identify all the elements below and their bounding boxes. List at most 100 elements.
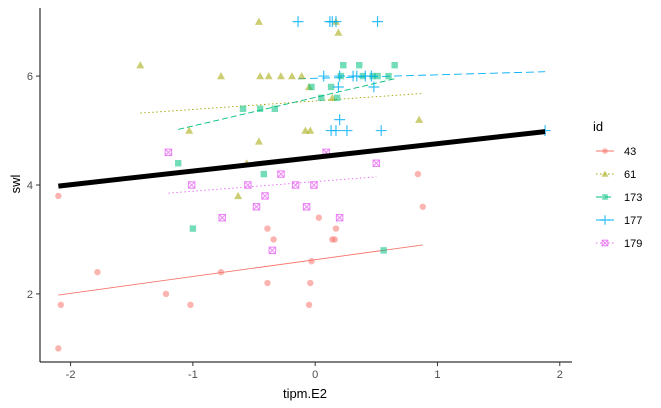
point-179 <box>310 181 318 189</box>
point-43 <box>162 290 170 298</box>
legend-title: id <box>593 119 603 134</box>
point-43 <box>57 301 64 309</box>
point-43 <box>187 301 194 309</box>
point-43 <box>217 268 225 276</box>
point-61 <box>334 28 343 36</box>
point-173 <box>174 160 182 167</box>
legend-item-177: 177 <box>596 215 642 227</box>
fit-line-173 <box>178 78 395 130</box>
point-43 <box>332 225 340 232</box>
point-179 <box>335 213 344 222</box>
point-43 <box>308 258 315 265</box>
point-61 <box>276 72 285 80</box>
point-177 <box>372 16 383 28</box>
legend-label: 177 <box>624 215 642 227</box>
point-61 <box>297 72 306 80</box>
x-tick-label: 2 <box>557 369 563 381</box>
point-43 <box>307 279 314 287</box>
legend-key-marker <box>602 194 608 200</box>
legend-label: 61 <box>624 169 636 181</box>
point-43 <box>414 170 422 178</box>
point-173 <box>356 61 363 69</box>
point-179 <box>164 148 173 157</box>
fit-line-61 <box>140 93 422 114</box>
point-43 <box>315 214 323 221</box>
point-43 <box>419 203 426 210</box>
point-43 <box>55 192 62 200</box>
data-points <box>55 16 551 352</box>
point-173 <box>391 61 398 69</box>
point-177 <box>332 81 344 93</box>
point-177 <box>318 70 330 82</box>
point-179 <box>372 159 381 167</box>
point-43 <box>331 236 338 243</box>
legend: 43 61 173 177 179 <box>596 146 642 250</box>
point-61 <box>287 72 296 80</box>
point-179 <box>252 203 261 211</box>
point-173 <box>380 247 387 254</box>
point-173 <box>239 105 247 112</box>
point-177 <box>292 16 304 28</box>
point-179 <box>187 181 196 189</box>
x-tick-label: -1 <box>188 369 198 381</box>
point-173 <box>189 225 197 232</box>
point-177 <box>365 70 377 82</box>
point-43 <box>264 225 271 232</box>
point-61 <box>254 17 263 25</box>
point-177 <box>334 70 346 82</box>
point-61 <box>185 126 194 134</box>
point-173 <box>308 83 315 91</box>
point-43 <box>270 236 277 243</box>
legend-key-marker <box>601 170 609 177</box>
y-tick-label: 4 <box>27 180 33 192</box>
point-61 <box>217 72 226 80</box>
point-173 <box>374 72 381 80</box>
legend-item-179: 179 <box>596 238 642 250</box>
y-axis-title: swl <box>8 175 23 194</box>
point-61 <box>254 137 263 145</box>
point-179 <box>261 192 269 200</box>
fit-line-177 <box>298 71 546 80</box>
legend-key-marker <box>602 148 608 154</box>
overall-fit-line <box>58 129 546 189</box>
x-axis-title: tipm.E2 <box>283 386 327 401</box>
point-173 <box>340 61 347 69</box>
point-61 <box>234 191 243 200</box>
point-61 <box>306 126 315 134</box>
y-tick-label: 2 <box>27 289 33 301</box>
fit-lines <box>58 71 546 296</box>
x-tick-label: -2 <box>66 369 76 381</box>
legend-label: 179 <box>624 238 642 250</box>
legend-item-43: 43 <box>596 146 636 158</box>
point-43 <box>55 345 62 352</box>
point-43 <box>305 301 313 309</box>
point-43 <box>264 279 271 287</box>
x-tick-label: 0 <box>312 369 318 381</box>
point-61 <box>136 61 145 69</box>
axes: -2 -1 0 1 2 2 4 6 <box>27 8 572 381</box>
point-61 <box>256 72 265 80</box>
point-179 <box>302 203 311 211</box>
point-61 <box>415 115 424 123</box>
point-173 <box>318 94 325 102</box>
legend-item-61: 61 <box>596 169 636 181</box>
y-tick-label: 6 <box>27 71 33 83</box>
legend-label: 173 <box>624 192 642 204</box>
point-179 <box>291 181 300 189</box>
fit-line-43 <box>58 244 423 296</box>
point-43 <box>94 268 101 276</box>
point-173 <box>333 94 341 102</box>
overall-fit <box>58 129 546 189</box>
point-173 <box>256 105 264 112</box>
point-179 <box>244 181 252 189</box>
point-173 <box>327 83 335 91</box>
point-177 <box>334 114 346 126</box>
fit-line-179 <box>168 176 377 194</box>
legend-key-marker <box>601 239 609 247</box>
point-173 <box>271 105 279 112</box>
point-61 <box>264 72 273 80</box>
legend-key-marker <box>600 215 610 225</box>
point-179 <box>218 213 226 222</box>
legend-item-173: 173 <box>596 192 642 204</box>
